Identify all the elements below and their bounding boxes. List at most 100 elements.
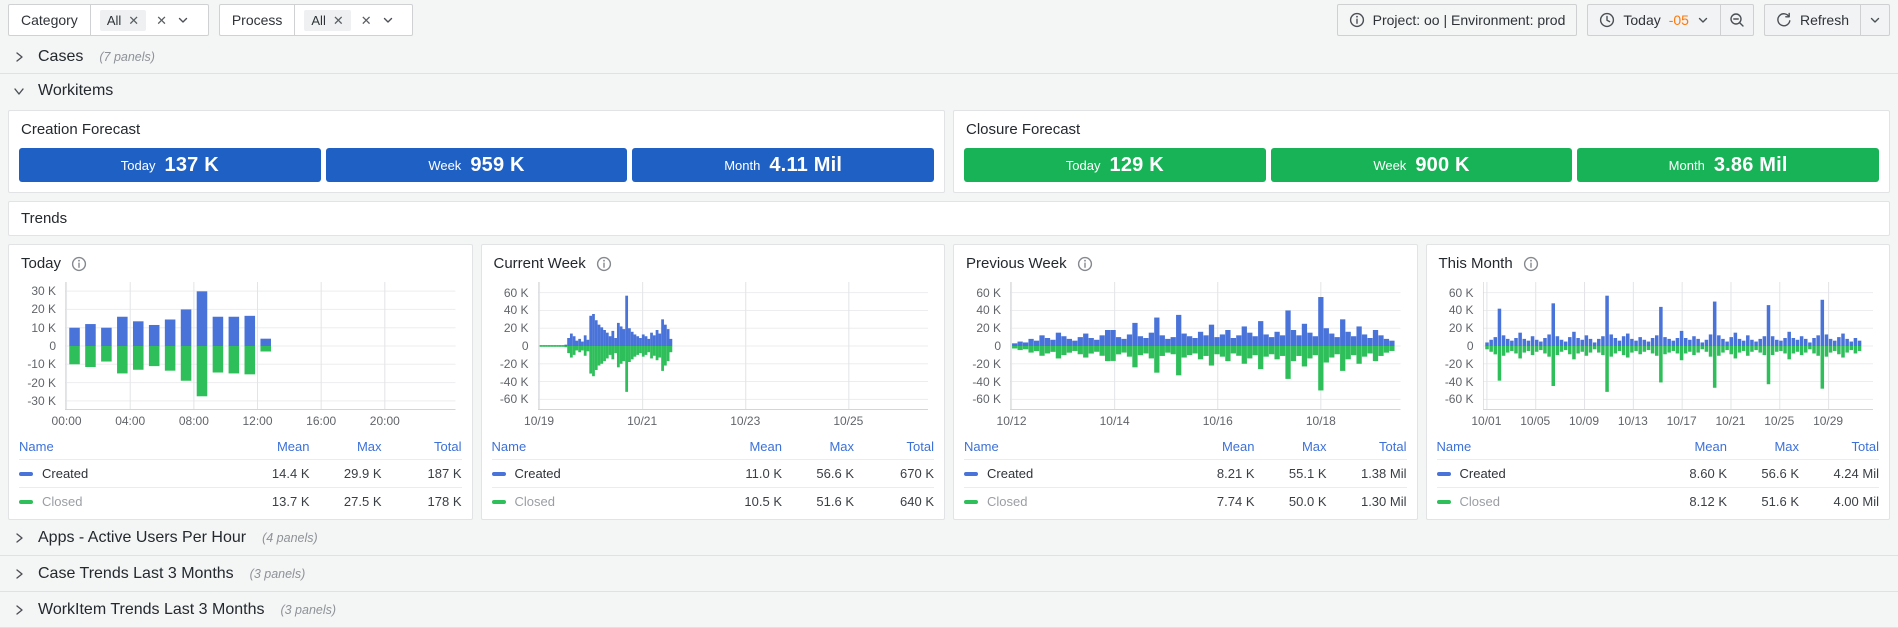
- info-icon[interactable]: [1077, 256, 1093, 272]
- closed-swatch: [492, 500, 506, 504]
- category-filter-chip[interactable]: All ✕: [100, 10, 146, 31]
- creation-forecast-title: Creation Forecast: [21, 121, 934, 138]
- legend-header-mean[interactable]: Mean: [1183, 436, 1255, 459]
- category-filter-value[interactable]: All ✕ ✕: [91, 4, 209, 36]
- legend-series-created[interactable]: Created: [492, 459, 711, 487]
- row-workitem-trends-title: WorkItem Trends Last 3 Months: [38, 601, 264, 619]
- process-filter-value[interactable]: All ✕ ✕: [295, 4, 413, 36]
- y-tick-label: 30 K: [31, 284, 56, 298]
- row-cases[interactable]: Cases (7 panels): [0, 40, 1898, 74]
- info-icon[interactable]: [596, 256, 612, 272]
- refresh-interval-button[interactable]: [1860, 4, 1890, 36]
- y-tick-label: -20 K: [1445, 357, 1474, 371]
- x-tick-label: 10/17: [1667, 414, 1697, 428]
- refresh-icon: [1776, 12, 1792, 28]
- y-tick-label: 60 K: [1449, 286, 1474, 300]
- forecast-row: Creation Forecast Today 137 K Week 959 K…: [8, 110, 1890, 193]
- legend-row-created: Created 8.60 K 56.6 K 4.24 Mil: [1437, 459, 1880, 487]
- legend-header-total[interactable]: Total: [1799, 436, 1879, 459]
- legend-header-max[interactable]: Max: [1727, 436, 1799, 459]
- chart-header[interactable]: Today: [21, 255, 462, 272]
- stat-closed-today: Today 129 K: [964, 148, 1266, 182]
- legend-header-max[interactable]: Max: [1255, 436, 1327, 459]
- legend-header-total[interactable]: Total: [1327, 436, 1407, 459]
- legend-header-mean[interactable]: Mean: [710, 436, 782, 459]
- legend-series-closed[interactable]: Closed: [964, 487, 1183, 515]
- trends-title: Trends: [21, 210, 67, 227]
- legend-header-name[interactable]: Name: [492, 436, 711, 459]
- legend-created-max: 55.1 K: [1255, 459, 1327, 487]
- legend-series-label: Closed: [515, 494, 555, 509]
- y-tick-label: -40 K: [1445, 375, 1474, 389]
- legend-series-closed[interactable]: Closed: [19, 487, 238, 515]
- chart-header[interactable]: This Month: [1439, 255, 1880, 272]
- category-filter: Category All ✕ ✕: [8, 4, 209, 36]
- created-swatch: [964, 472, 978, 476]
- legend-header-name[interactable]: Name: [1437, 436, 1656, 459]
- zoom-out-button[interactable]: [1720, 4, 1754, 36]
- legend-series-created[interactable]: Created: [964, 459, 1183, 487]
- row-workitem-trends[interactable]: WorkItem Trends Last 3 Months (3 panels): [0, 592, 1898, 628]
- legend-header-max[interactable]: Max: [782, 436, 854, 459]
- x-tick-label: 10/25: [833, 414, 863, 428]
- plot-area[interactable]: [65, 282, 456, 410]
- chevron-down-icon[interactable]: [177, 14, 189, 26]
- legend-closed-mean: 7.74 K: [1183, 487, 1255, 515]
- info-icon: [1349, 12, 1365, 28]
- stat-closed-week: Week 900 K: [1271, 148, 1573, 182]
- bottom-rows: Apps - Active Users Per Hour (4 panels) …: [0, 520, 1898, 628]
- process-filter-chip[interactable]: All ✕: [304, 10, 350, 31]
- chart-title: This Month: [1439, 255, 1513, 272]
- row-workitems[interactable]: Workitems: [0, 74, 1898, 108]
- legend-closed-mean: 10.5 K: [710, 487, 782, 515]
- legend-header-total[interactable]: Total: [382, 436, 462, 459]
- legend: Name Mean Max Total Created 8.21 K 55.1 …: [964, 436, 1407, 515]
- plot-area[interactable]: [1483, 282, 1874, 410]
- chart-title: Current Week: [494, 255, 586, 272]
- x-axis: 00:0004:0008:0012:0016:0020:00: [65, 414, 456, 430]
- chevron-right-icon: [12, 603, 26, 617]
- legend-header-mean[interactable]: Mean: [1655, 436, 1727, 459]
- row-case-trends-count: (3 panels): [250, 567, 306, 581]
- legend-series-label: Created: [42, 466, 88, 481]
- project-environment-info[interactable]: Project: oo | Environment: prod: [1337, 4, 1578, 36]
- time-picker-button[interactable]: Today -05: [1587, 4, 1720, 36]
- legend-header-max[interactable]: Max: [310, 436, 382, 459]
- y-tick-label: 20 K: [31, 302, 56, 316]
- time-utc-offset: -05: [1669, 12, 1689, 28]
- category-chip-remove-icon[interactable]: ✕: [128, 14, 139, 27]
- legend-header-name[interactable]: Name: [964, 436, 1183, 459]
- refresh-label: Refresh: [1800, 12, 1849, 28]
- process-filter-clear-icon[interactable]: ✕: [361, 14, 372, 27]
- legend-series-closed[interactable]: Closed: [492, 487, 711, 515]
- legend-created-max: 56.6 K: [1727, 459, 1799, 487]
- x-tick-label: 10/12: [997, 414, 1027, 428]
- legend-header-name[interactable]: Name: [19, 436, 238, 459]
- info-icon[interactable]: [1523, 256, 1539, 272]
- legend-row-closed: Closed 13.7 K 27.5 K 178 K: [19, 487, 462, 515]
- refresh-button[interactable]: Refresh: [1764, 4, 1860, 36]
- legend-series-closed[interactable]: Closed: [1437, 487, 1656, 515]
- legend-header-mean[interactable]: Mean: [238, 436, 310, 459]
- chevron-down-icon[interactable]: [382, 14, 394, 26]
- legend-series-created[interactable]: Created: [19, 459, 238, 487]
- chart-header[interactable]: Previous Week: [966, 255, 1407, 272]
- process-chip-remove-icon[interactable]: ✕: [333, 14, 344, 27]
- x-tick-label: 00:00: [52, 414, 82, 428]
- plot-area[interactable]: [1010, 282, 1401, 410]
- chevron-right-icon: [12, 531, 26, 545]
- category-filter-clear-icon[interactable]: ✕: [156, 14, 167, 27]
- row-case-trends[interactable]: Case Trends Last 3 Months (3 panels): [0, 556, 1898, 592]
- info-icon[interactable]: [71, 256, 87, 272]
- legend-series-created[interactable]: Created: [1437, 459, 1656, 487]
- legend-header: Name Mean Max Total: [19, 436, 462, 459]
- plot-area[interactable]: [538, 282, 929, 410]
- legend-series-label: Closed: [42, 494, 82, 509]
- chart-area: 60 K40 K20 K0-20 K-40 K-60 K 10/0110/051…: [1437, 282, 1880, 432]
- chart-header[interactable]: Current Week: [494, 255, 935, 272]
- row-apps-active-users[interactable]: Apps - Active Users Per Hour (4 panels): [0, 520, 1898, 556]
- legend-header-total[interactable]: Total: [854, 436, 934, 459]
- y-tick-label: 20 K: [1449, 321, 1474, 335]
- legend-created-mean: 14.4 K: [238, 459, 310, 487]
- row-apps-title: Apps - Active Users Per Hour: [38, 529, 246, 547]
